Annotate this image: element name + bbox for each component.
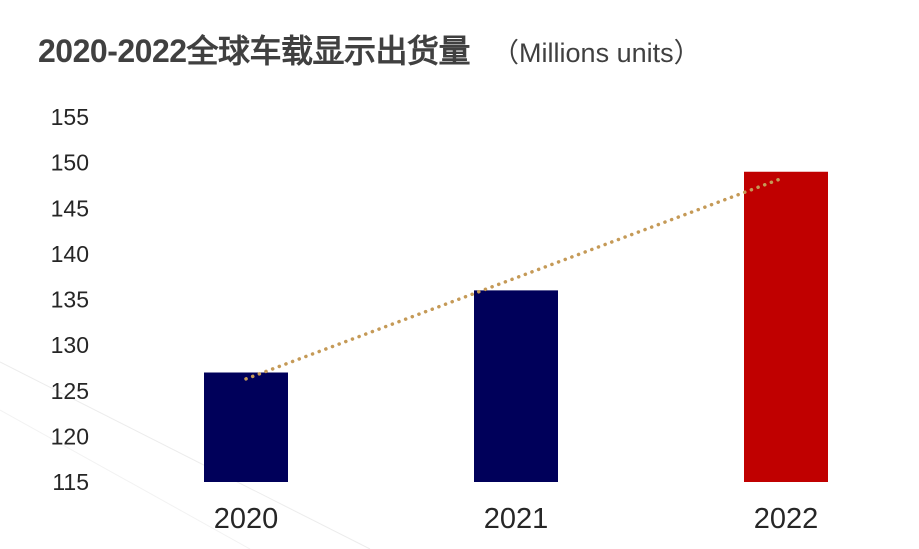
chart-title: 2020-2022全球车载显示出货量 （Millions units）: [38, 26, 701, 72]
bar-2020: [204, 372, 288, 482]
y-tick-label: 150: [51, 150, 89, 176]
chart-title-text: 2020-2022全球车载显示出货量: [38, 33, 471, 69]
y-tick-label: 130: [51, 332, 89, 358]
decor-line: [0, 361, 371, 549]
y-tick-label: 145: [51, 195, 89, 221]
x-tick-label: 2020: [214, 503, 279, 535]
background-decor: [0, 361, 371, 549]
y-tick-label: 140: [51, 241, 89, 267]
bars: [204, 171, 828, 482]
x-tick-label: 2021: [484, 503, 549, 535]
y-tick-label: 120: [51, 423, 89, 449]
trendline: [244, 177, 782, 381]
x-tick-label: 2022: [754, 503, 819, 535]
y-tick-label: 155: [51, 104, 89, 130]
trendline-group: [244, 177, 782, 381]
y-tick-label: 115: [52, 469, 89, 495]
decor-line: [0, 409, 251, 549]
y-tick-label: 135: [51, 287, 89, 313]
x-axis: 2020 2021 2022: [214, 503, 819, 535]
y-axis: 115 120 125 130 135 140 145 150 155: [51, 104, 89, 495]
bar-2022: [744, 171, 828, 482]
chart-unit-label: （Millions units）: [492, 38, 701, 68]
bar-2021: [474, 290, 558, 482]
y-tick-label: 125: [51, 378, 89, 404]
